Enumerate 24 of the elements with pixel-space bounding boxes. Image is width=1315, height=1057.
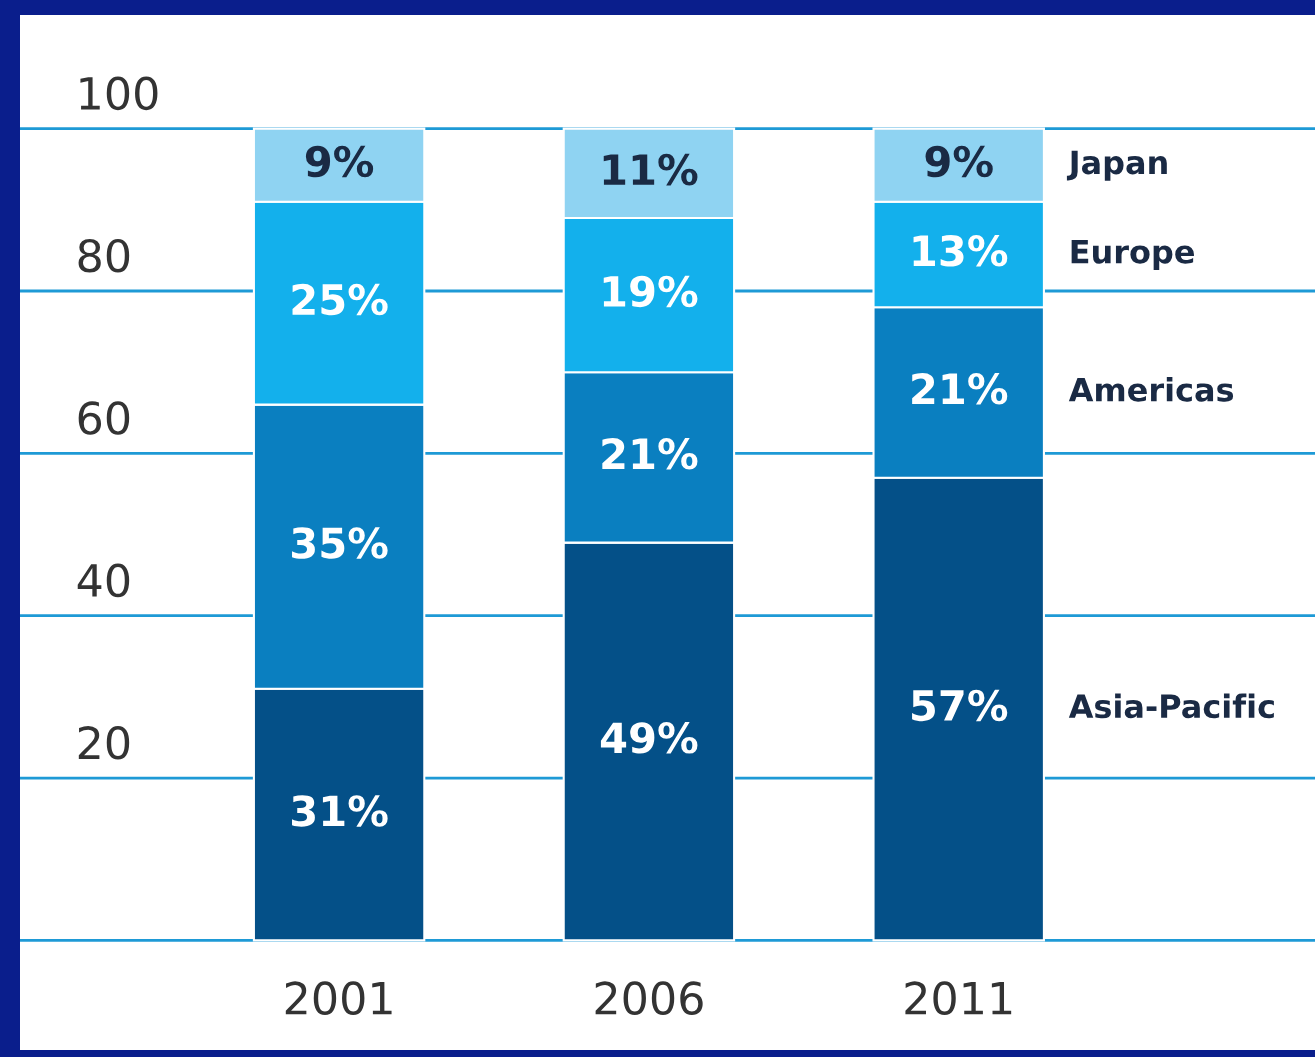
data-label: 13% bbox=[913, 235, 1008, 267]
data-label: 31% bbox=[292, 795, 388, 827]
data-label: 21% bbox=[602, 437, 698, 470]
data-label: 35% bbox=[292, 527, 388, 559]
y-tick-label: 40 bbox=[77, 563, 130, 598]
data-label: 21% bbox=[912, 373, 1008, 405]
data-label: 9% bbox=[925, 145, 993, 178]
series-label: Asia-Pacific bbox=[1068, 693, 1274, 719]
y-tick-label: 100 bbox=[80, 76, 158, 111]
data-label: 25% bbox=[292, 283, 388, 316]
y-tick-label: 80 bbox=[78, 238, 130, 273]
x-tick-label: 2006 bbox=[595, 981, 703, 1015]
x-tick-label: 2011 bbox=[905, 981, 1012, 1015]
data-label: 19% bbox=[603, 275, 698, 308]
y-tick-label: 20 bbox=[78, 725, 130, 760]
data-label: 49% bbox=[600, 722, 698, 754]
x-tick-label: 2001 bbox=[285, 981, 392, 1015]
data-label: 9% bbox=[305, 145, 374, 178]
data-label: 57% bbox=[912, 689, 1008, 722]
y-tick-label: 60 bbox=[78, 401, 130, 435]
series-label: Europe bbox=[1071, 240, 1194, 270]
data-label: 11% bbox=[603, 153, 698, 186]
series-label: Japan bbox=[1066, 150, 1167, 181]
series-label: Americas bbox=[1068, 377, 1234, 402]
